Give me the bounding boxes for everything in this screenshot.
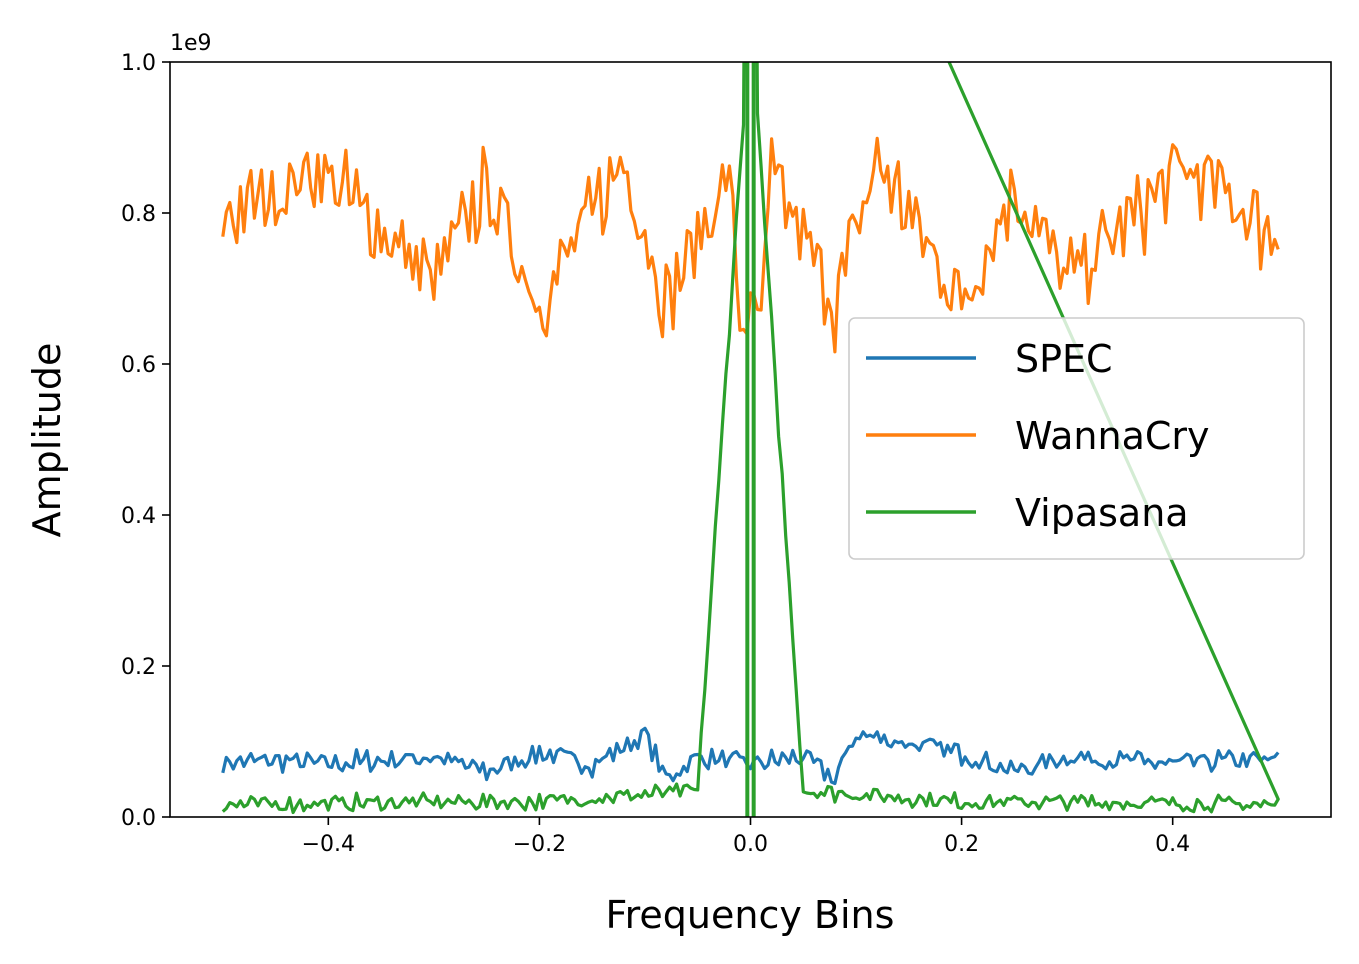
y-axis-title: Amplitude <box>25 343 69 538</box>
legend-label-vipasana: Vipasana <box>1015 491 1189 535</box>
x-tick-label: 0.0 <box>733 832 768 857</box>
series-line-spec <box>221 726 1280 786</box>
series-line-vipasana <box>221 62 1280 815</box>
legend-frame <box>848 317 1305 560</box>
x-tick-label: 0.2 <box>944 832 979 857</box>
y-axis-ticks: 0.0 0.2 0.4 0.6 0.8 1.0 <box>121 51 170 831</box>
x-tick-label: −0.2 <box>513 832 566 857</box>
y-scale-label: 1e9 <box>170 31 212 56</box>
series-line-wannacry <box>221 136 1280 354</box>
y-tick-label: 0.8 <box>121 202 156 227</box>
legend: SPEC WannaCry Vipasana <box>848 317 1305 560</box>
y-tick-label: 1.0 <box>121 51 156 76</box>
x-tick-label: 0.4 <box>1155 832 1190 857</box>
series-layer <box>221 62 1280 817</box>
y-tick-label: 0.2 <box>121 655 156 680</box>
y-tick-label: 0.0 <box>121 806 156 831</box>
y-tick-label: 0.4 <box>121 504 156 529</box>
x-axis-title: Frequency Bins <box>606 893 895 937</box>
legend-label-spec: SPEC <box>1015 337 1113 381</box>
x-tick-label: −0.4 <box>302 832 355 857</box>
legend-label-wannacry: WannaCry <box>1015 414 1210 458</box>
x-axis-ticks: −0.4 −0.2 0.0 0.2 0.4 <box>302 817 1190 857</box>
y-tick-label: 0.6 <box>121 353 156 378</box>
